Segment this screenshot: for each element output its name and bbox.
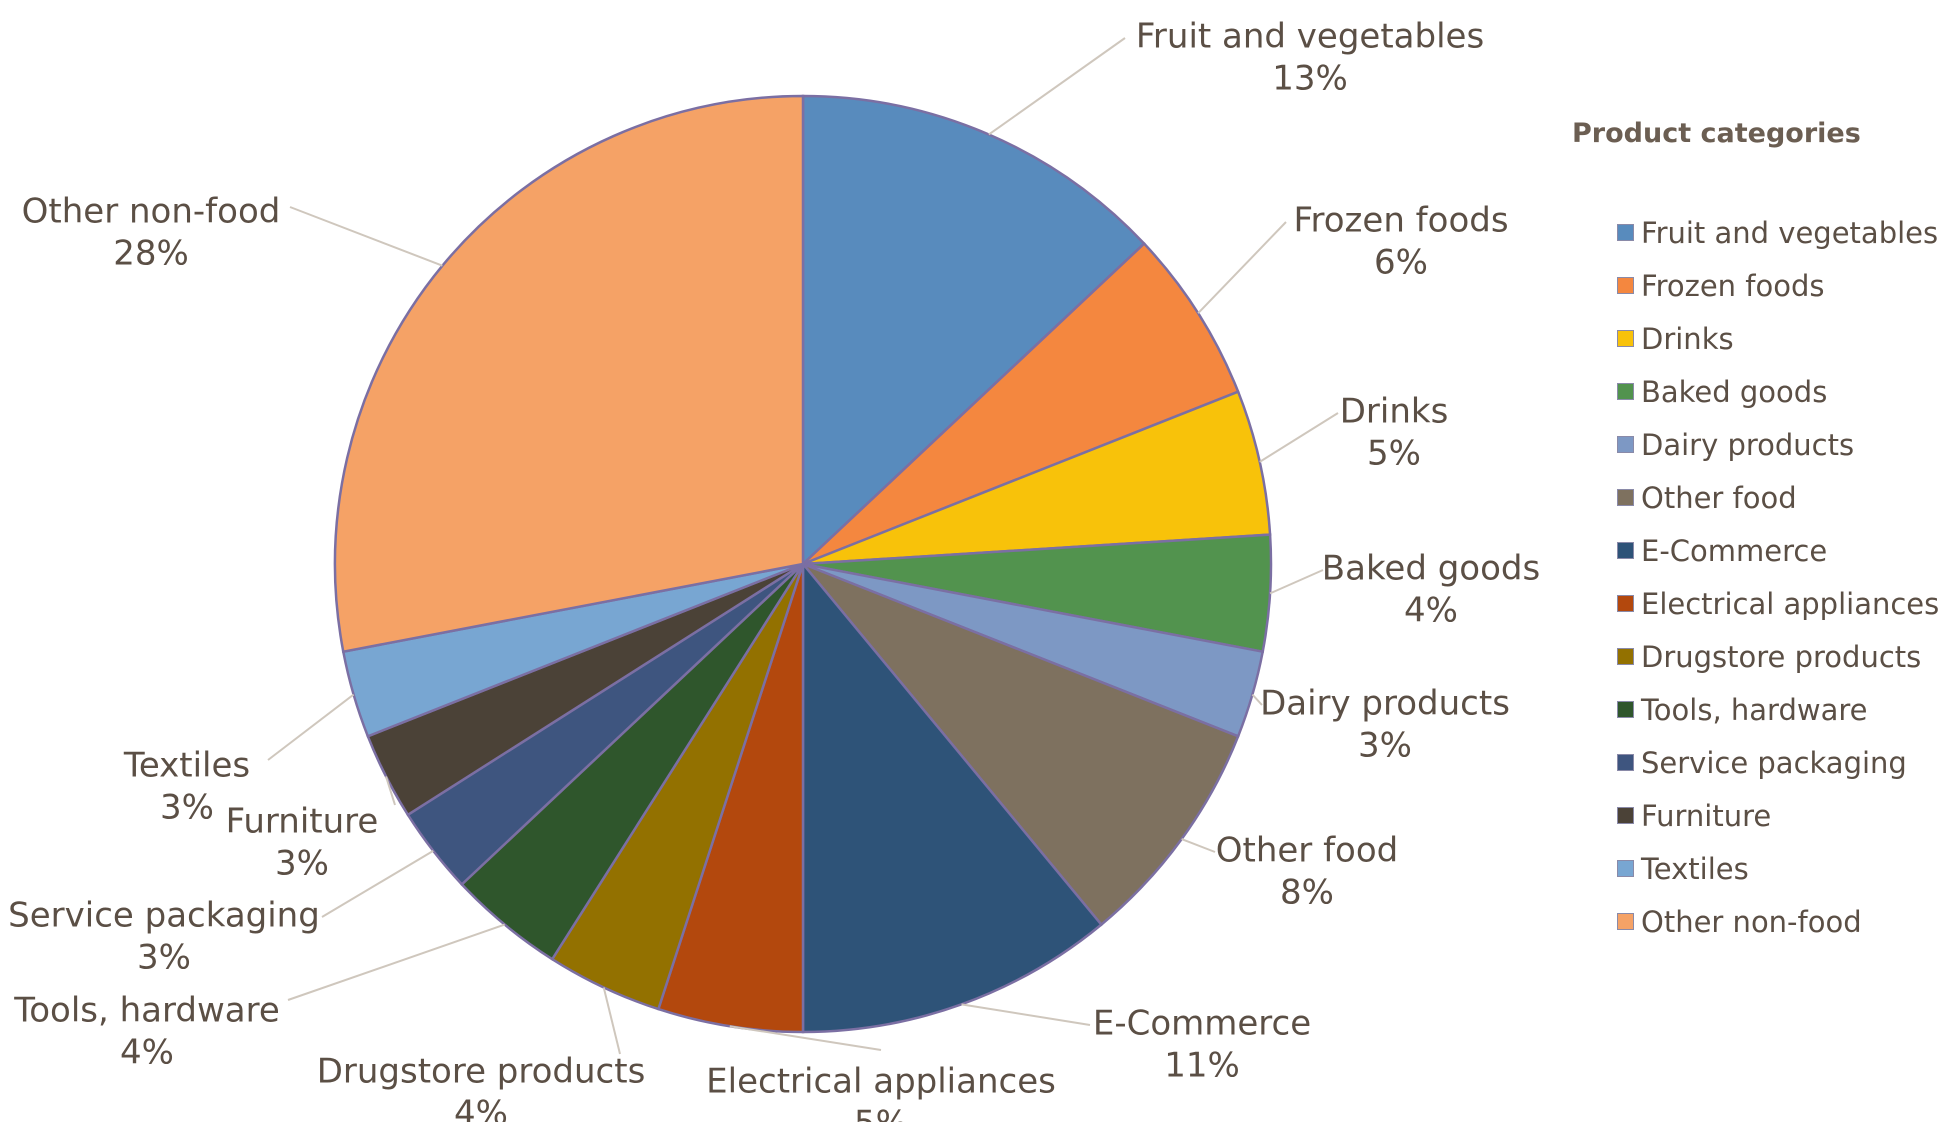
legend-label: Drinks: [1641, 321, 1734, 356]
slice-other-non-food: [333, 94, 805, 654]
slice-value-textiles: 3%: [160, 788, 214, 828]
leader-lines: [267, 37, 1339, 1055]
slice-e-commerce: [801, 560, 1104, 1034]
leader-line-e-commerce: [961, 1003, 1091, 1026]
legend-item-furniture: Furniture: [1617, 789, 1939, 842]
legend-swatch: [1617, 542, 1634, 559]
leader-line-dairy-products: [1251, 693, 1263, 706]
legend-label: Drugstore products: [1641, 639, 1922, 674]
slice-label-furniture: Furniture: [226, 802, 379, 842]
slice-label-fruit-and-vegetables: Fruit and vegetables: [1136, 17, 1484, 57]
leader-line-baked-goods: [1269, 569, 1324, 595]
legend-swatch: [1617, 595, 1634, 612]
legend: Fruit and vegetables Frozen foods Drinks Ba…: [1617, 206, 1939, 948]
slice-drinks: [802, 390, 1272, 566]
slice-label-dairy-products: Dairy products: [1260, 684, 1510, 724]
slice-label-drugstore-products: Drugstore products: [317, 1052, 646, 1092]
legend-label: Dairy products: [1641, 427, 1855, 462]
slice-label-service-packaging: Service packaging: [8, 896, 320, 936]
slice-label-tools-hardware: Tools, hardware: [13, 991, 280, 1031]
legend-item-drinks: Drinks: [1617, 312, 1939, 365]
legend-label: Electrical appliances: [1641, 586, 1940, 621]
slice-label-drinks: Drinks: [1340, 392, 1449, 432]
slice-label-electrical-appliances: Electrical appliances: [706, 1062, 1056, 1102]
leader-line-drinks: [1259, 412, 1339, 463]
legend-item-frozen-foods: Frozen foods: [1617, 259, 1939, 312]
legend-label: Other non-food: [1641, 904, 1862, 939]
leader-line-tools-hardware: [287, 923, 506, 1001]
slice-value-furniture: 3%: [275, 844, 329, 884]
legend-label: Frozen foods: [1641, 268, 1825, 303]
slice-label-e-commerce: E-Commerce: [1093, 1004, 1311, 1044]
legend-item-drugstore-products: Drugstore products: [1617, 630, 1939, 683]
slice-label-frozen-foods: Frozen foods: [1293, 201, 1508, 241]
legend-item-other-food: Other food: [1617, 471, 1939, 524]
legend-item-other-non-food: Other non-food: [1617, 895, 1939, 948]
legend-item-baked-goods: Baked goods: [1617, 365, 1939, 418]
leader-line-textiles: [267, 693, 355, 761]
slice-value-baked-goods: 4%: [1404, 591, 1458, 631]
legend-item-textiles: Textiles: [1617, 842, 1939, 895]
slice-label-other-food: Other food: [1216, 831, 1399, 871]
slice-value-tools-hardware: 4%: [120, 1033, 174, 1073]
legend-item-e-commerce: E-Commerce: [1617, 524, 1939, 577]
slice-value-frozen-foods: 6%: [1374, 243, 1428, 283]
pie-slices: [333, 94, 1273, 1034]
slice-label-textiles: Textiles: [123, 746, 250, 786]
legend-item-electrical-appliances: Electrical appliances: [1617, 577, 1939, 630]
legend-swatch: [1617, 648, 1634, 665]
slice-value-e-commerce: 11%: [1164, 1046, 1240, 1086]
legend-item-fruit-and-vegetables: Fruit and vegetables: [1617, 206, 1939, 259]
legend-swatch: [1617, 277, 1634, 294]
slice-value-other-non-food: 28%: [113, 234, 189, 274]
leader-line-electrical-appliances: [729, 1025, 882, 1051]
legend-item-dairy-products: Dairy products: [1617, 418, 1939, 471]
slice-value-dairy-products: 3%: [1358, 726, 1412, 766]
slice-value-electrical-appliances: 5%: [854, 1104, 908, 1122]
legend-swatch: [1617, 436, 1634, 453]
slice-value-drugstore-products: 4%: [454, 1094, 508, 1122]
legend-label: Tools, hardware: [1641, 692, 1868, 727]
legend-label: Textiles: [1641, 851, 1749, 886]
legend-label: Fruit and vegetables: [1641, 215, 1939, 250]
leader-line-furniture: [385, 776, 396, 806]
legend-label: Furniture: [1641, 798, 1772, 833]
legend-swatch: [1617, 913, 1634, 930]
slice-value-drinks: 5%: [1367, 434, 1421, 474]
legend-label: Service packaging: [1641, 745, 1907, 780]
leader-line-fruit-and-vegetables: [988, 37, 1126, 136]
legend-swatch: [1617, 807, 1634, 824]
legend-label: Baked goods: [1641, 374, 1828, 409]
leader-line-drugstore-products: [602, 987, 621, 1055]
legend-label: Other food: [1641, 480, 1797, 515]
legend-swatch: [1617, 754, 1634, 771]
leader-line-service-packaging: [321, 849, 434, 918]
legend-swatch: [1617, 701, 1634, 718]
leader-line-frozen-foods: [1197, 221, 1287, 314]
legend-swatch: [1617, 330, 1634, 347]
slice-label-other-non-food: Other non-food: [22, 192, 281, 232]
legend-label: E-Commerce: [1641, 533, 1828, 568]
legend-swatch: [1617, 383, 1634, 400]
slice-electrical-appliances: [656, 563, 805, 1034]
legend-item-service-packaging: Service packaging: [1617, 736, 1939, 789]
legend-title: Product categories: [1572, 118, 1861, 149]
leader-line-other-non-food: [289, 206, 443, 267]
leader-line-other-food: [1181, 838, 1216, 853]
slice-value-fruit-and-vegetables: 13%: [1272, 59, 1348, 99]
legend-swatch: [1617, 489, 1634, 506]
legend-swatch: [1617, 860, 1634, 877]
slice-value-other-food: 8%: [1280, 873, 1334, 913]
legend-item-tools-hardware: Tools, hardware: [1617, 683, 1939, 736]
slice-label-baked-goods: Baked goods: [1322, 549, 1540, 589]
slice-value-service-packaging: 3%: [137, 938, 191, 978]
legend-swatch: [1617, 224, 1634, 241]
